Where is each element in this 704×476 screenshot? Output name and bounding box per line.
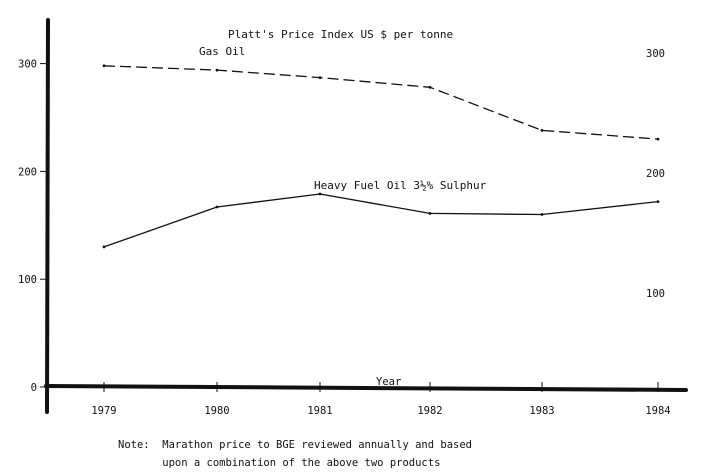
x-tick-label: 1981 xyxy=(307,405,332,417)
note-line-1: Note: Marathon price to BGE reviewed ann… xyxy=(118,439,473,451)
y-tick-label-right: 300 xyxy=(646,48,665,60)
series-label: Heavy Fuel Oil 3½% Sulphur xyxy=(314,179,487,192)
series-line xyxy=(103,193,659,248)
tick-labels: 300 200 100 0 300 200 100 1979 1980 1981 1982 1983 1… xyxy=(18,48,671,417)
data-point xyxy=(656,200,660,204)
data-point xyxy=(428,85,432,89)
data-point xyxy=(540,129,544,132)
note-line-2: upon a combination of the above two prod… xyxy=(118,457,441,469)
y-axis-line xyxy=(45,18,50,414)
series-lines: Gas Oil Heavy Fuel Oil 3½% Sulphur xyxy=(102,45,660,249)
data-point xyxy=(428,212,432,215)
y-tick-label-left: 100 xyxy=(18,274,37,286)
y-tick-label-left: 200 xyxy=(18,166,37,178)
x-tick-label: 1984 xyxy=(645,405,670,417)
series-label: Gas Oil xyxy=(199,45,245,58)
y-tick-label-left: 0 xyxy=(31,382,37,394)
chart-title: Platt's Price Index US $ per tonne xyxy=(228,28,453,41)
data-point xyxy=(656,137,660,141)
x-axis-label: Year xyxy=(376,376,401,388)
data-point xyxy=(215,205,219,209)
series-line xyxy=(103,65,659,140)
y-tick-label-left: 300 xyxy=(18,59,37,71)
data-point xyxy=(102,245,106,249)
x-tick-label: 1980 xyxy=(204,405,229,417)
x-tick-label: 1982 xyxy=(417,405,442,417)
data-point xyxy=(102,64,106,68)
data-point xyxy=(318,192,322,196)
note-text: Note: Marathon price to BGE reviewed ann… xyxy=(118,436,472,472)
data-point xyxy=(318,76,322,79)
y-tick-label-right: 100 xyxy=(646,288,665,300)
x-tick-label: 1979 xyxy=(91,405,116,417)
axes xyxy=(40,18,688,414)
data-point xyxy=(540,213,544,216)
x-axis-line xyxy=(44,384,688,392)
data-point xyxy=(215,68,219,72)
x-tick-label: 1983 xyxy=(529,405,554,417)
y-tick-label-right: 200 xyxy=(646,168,665,180)
